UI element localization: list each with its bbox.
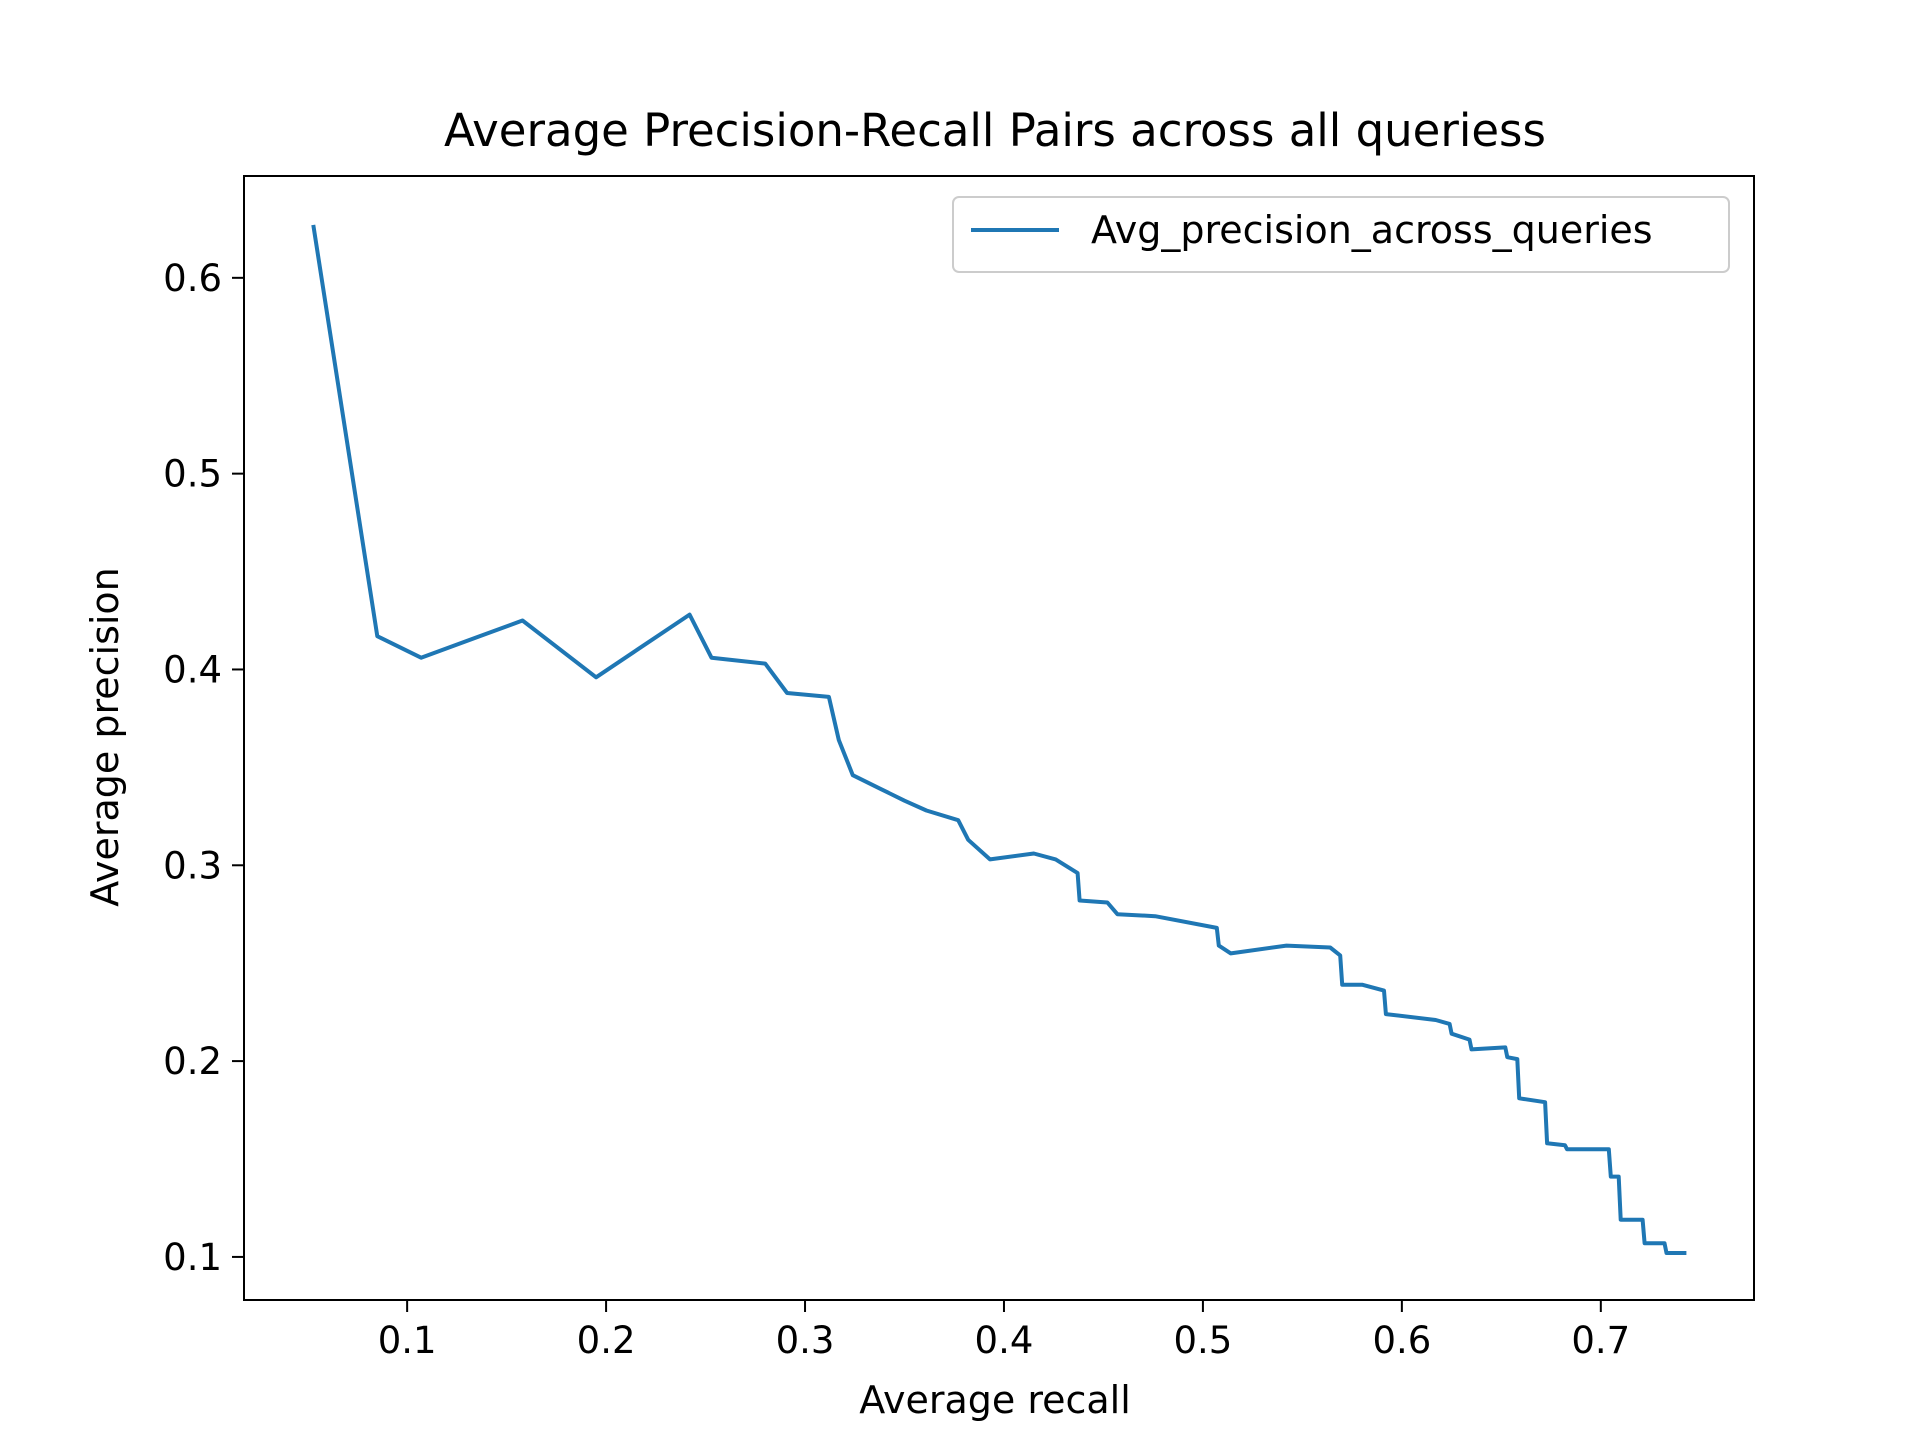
- y-tick-label: 0.6: [163, 257, 222, 300]
- y-tick-label: 0.2: [163, 1040, 222, 1083]
- y-tick-label: 0.1: [163, 1236, 222, 1279]
- x-axis-ticks: 0.1 0.2 0.3 0.4 0.5 0.6 0.7: [378, 1300, 1630, 1362]
- legend-box: [952, 196, 1730, 273]
- x-tick-label: 0.3: [776, 1319, 835, 1362]
- legend: Avg_precision_across_queries: [952, 196, 1730, 273]
- x-tick-label: 0.7: [1571, 1319, 1630, 1362]
- x-axis-label: Average recall: [859, 1378, 1131, 1422]
- series-line-avg-precision: [311, 224, 1687, 1255]
- plot-area: [311, 224, 1687, 1255]
- x-tick-label: 0.5: [1173, 1319, 1232, 1362]
- x-tick-label: 0.2: [577, 1319, 636, 1362]
- y-tick-label: 0.5: [163, 453, 222, 496]
- axes-frame: [243, 175, 1755, 1301]
- chart-title: Average Precision-Recall Pairs across al…: [444, 104, 1546, 157]
- y-tick-label: 0.3: [163, 844, 222, 887]
- x-tick-label: 0.1: [378, 1319, 437, 1362]
- x-tick-label: 0.4: [975, 1319, 1034, 1362]
- legend-entry-label: Avg_precision_across_queries: [1091, 208, 1653, 252]
- y-axis-ticks: 0.1 0.2 0.3 0.4 0.5 0.6: [163, 257, 244, 1279]
- y-tick-label: 0.4: [163, 648, 222, 691]
- x-tick-label: 0.6: [1372, 1319, 1431, 1362]
- y-axis-label: Average precision: [83, 567, 127, 907]
